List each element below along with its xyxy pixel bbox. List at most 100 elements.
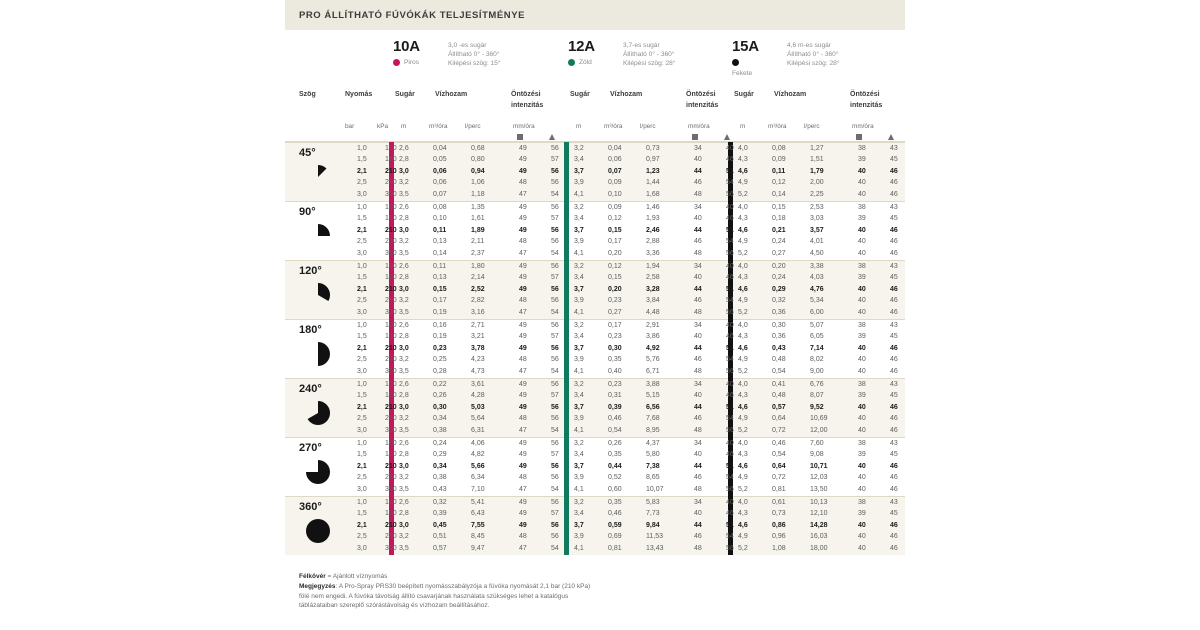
angle-group-360: 360° 1,0 100 2,6 0,32 5,41 49 56 3,2 0,35 5,83 34 40… [285,496,905,555]
cell-flow-lperc-10a: 2,37 [471,249,485,257]
cell-radius-10a: 3,2 [399,238,409,246]
cell-flow-m3h-10a: 0,24 [433,440,447,447]
cell-radius-12a: 3,4 [574,333,584,341]
cell-pressure-bar: 3,0 [357,544,367,552]
cell-pressure-bar: 2,1 [357,521,367,529]
cell-pressure-bar: 3,0 [357,485,367,493]
cell-flow-lperc-12a: 6,71 [646,367,660,375]
nozzle-spec1: 4,6 m-es sugár [787,42,831,49]
cell-pressure-kpa: 210 [385,285,397,293]
cell-precip-sq-12a: 34 [694,322,702,329]
table-row: 3,0 300 3,5 0,07 1,18 47 54 4,1 0,10 1,68 48 56 5,2 0… [285,191,905,203]
cell-precip-sq-12a: 34 [694,263,702,270]
angle-group-120: 120° 1,0 100 2,6 0,11 1,80 49 56 3,2 0,12 1,94 34 40… [285,260,905,319]
cell-radius-10a: 3,2 [399,297,409,305]
cell-pressure-kpa: 210 [385,403,397,411]
cell-precip-tri-15a: 45 [890,156,898,164]
cell-precip-tri-12a: 56 [726,367,734,375]
header-unit-lperc-15a: l/perc [804,123,820,130]
cell-flow-m3h-12a: 0,60 [608,485,622,493]
cell-precip-tri-12a: 51 [726,285,734,293]
cell-radius-12a: 4,1 [574,190,584,198]
cell-precip-sq-10a: 49 [519,403,527,411]
cell-flow-m3h-12a: 0,26 [608,440,622,447]
cell-radius-15a: 4,6 [738,521,748,529]
cell-flow-lperc-12a: 3,84 [646,297,660,305]
cell-flow-m3h-12a: 0,40 [608,367,622,375]
cell-flow-m3h-10a: 0,25 [433,356,447,364]
group-divider [285,201,905,202]
cell-flow-lperc-10a: 2,11 [471,238,485,246]
table-row: 1,0 100 2,6 0,22 3,61 49 56 3,2 0,23 3,88 34 40 4,0 0… [285,381,905,393]
cell-precip-tri-12a: 54 [726,533,734,541]
cell-flow-lperc-12a: 1,46 [646,204,660,211]
cell-radius-10a: 3,2 [399,179,409,187]
color-separator-10a [389,378,394,437]
cell-flow-m3h-12a: 0,10 [608,190,622,198]
cell-precip-sq-12a: 44 [694,462,702,470]
cell-flow-m3h-12a: 0,35 [608,356,622,364]
cell-precip-tri-15a: 45 [890,333,898,341]
cell-precip-tri-15a: 46 [890,356,898,364]
cell-precip-tri-10a: 57 [551,274,559,282]
cell-precip-tri-12a: 54 [726,297,734,305]
color-separator-12a [564,260,569,319]
header-unit-mmh-10a: mm/óra [513,123,535,130]
cell-flow-m3h-15a: 0,86 [772,521,786,529]
angle-label: 120° [299,265,322,277]
cell-radius-10a: 2,8 [399,510,409,518]
cell-flow-lperc-15a: 14,28 [810,521,828,529]
cell-precip-sq-10a: 49 [519,322,527,329]
cell-precip-sq-15a: 39 [858,156,866,164]
cell-precip-tri-10a: 54 [551,190,559,198]
nozzle-header-10a: 10A Piros 3,0 -es sugár Állítható 0° - 360°… [393,39,501,69]
cell-radius-12a: 3,2 [574,381,584,388]
header-unit-m3h-12a: m³/óra [604,123,623,130]
header-precip1-15a: Öntözési [850,91,880,98]
cell-flow-lperc-15a: 8,07 [810,392,824,400]
cell-radius-15a: 5,2 [738,426,748,434]
cell-precip-sq-12a: 48 [694,190,702,198]
cell-flow-m3h-10a: 0,19 [433,333,447,341]
sector-45-icon [305,164,331,190]
table-row: 1,0 100 2,6 0,16 2,71 49 56 3,2 0,17 2,91 34 40 4,0 0… [285,322,905,334]
cell-radius-12a: 3,9 [574,533,584,541]
cell-precip-tri-15a: 43 [890,499,898,506]
cell-radius-10a: 3,0 [399,167,409,175]
color-separator-12a [564,437,569,496]
cell-flow-m3h-10a: 0,38 [433,474,447,482]
cell-flow-m3h-12a: 0,15 [608,274,622,282]
cell-flow-m3h-15a: 0,61 [772,499,786,506]
header-unit-lperc-12a: l/perc [640,123,656,130]
cell-radius-12a: 3,9 [574,179,584,187]
cell-flow-m3h-10a: 0,06 [433,167,447,175]
header-unit-mmh-12a: mm/óra [688,123,710,130]
cell-flow-lperc-10a: 6,34 [471,474,485,482]
cell-precip-sq-15a: 40 [858,415,866,423]
cell-flow-m3h-15a: 0,48 [772,356,786,364]
cell-flow-m3h-10a: 0,10 [433,215,447,223]
header-precip2-10a: intenzitás [511,102,544,109]
nozzle-spec2: Állítható 0° - 360° [623,51,675,59]
table-row: 1,0 100 2,6 0,04 0,68 49 56 3,2 0,04 0,73 34 40 4,0 0… [285,145,905,157]
cell-pressure-kpa: 210 [385,521,397,529]
cell-flow-lperc-10a: 3,21 [471,333,485,341]
header-unit-m-15a: m [740,123,746,130]
bold-legend-label: Félkövér [299,573,326,580]
header-unit-mmh-15a: mm/óra [852,123,874,130]
cell-precip-tri-10a: 54 [551,426,559,434]
cell-flow-lperc-12a: 4,92 [646,344,660,352]
table-row: 2,5 250 3,2 0,34 5,64 48 56 3,9 0,46 7,68 46 54 4,9 0… [285,415,905,427]
cell-radius-12a: 3,4 [574,510,584,518]
cell-radius-15a: 4,3 [738,215,748,223]
cell-radius-12a: 3,7 [574,403,584,411]
cell-flow-m3h-10a: 0,16 [433,322,447,329]
header-unit-m-10a: m [401,123,407,130]
cell-radius-15a: 4,0 [738,499,748,506]
cell-precip-tri-12a: 40 [726,381,734,388]
cell-radius-15a: 4,9 [738,356,748,364]
cell-flow-m3h-10a: 0,34 [433,415,447,423]
cell-precip-tri-12a: 46 [726,510,734,518]
table-row: 2,5 250 3,2 0,38 6,34 48 56 3,9 0,52 8,65 46 54 4,9 0… [285,474,905,486]
cell-pressure-bar: 1,0 [357,322,367,329]
